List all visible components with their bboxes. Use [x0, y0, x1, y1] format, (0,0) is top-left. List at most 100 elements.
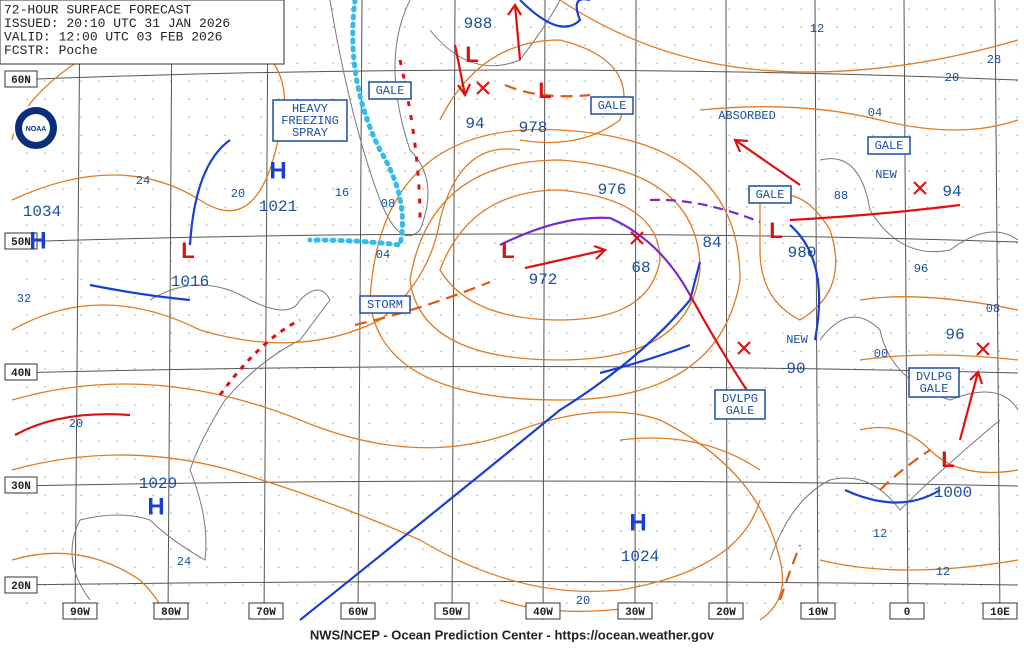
isobar-label: 28 [987, 53, 1001, 67]
annotation: ABSORBED [718, 109, 776, 123]
footer: NWS/NCEP - Ocean Prediction Center - htt… [310, 627, 715, 642]
lon-label: 0 [904, 607, 911, 619]
isobar-label: 20 [231, 187, 245, 201]
warning-text: FREEZING [281, 114, 339, 128]
central-pressure: 1034 [23, 203, 61, 221]
warning-box [359, 295, 411, 314]
lat-label: 40N [11, 368, 31, 380]
high-symbol: H [629, 509, 646, 536]
isobar-label: 04 [868, 106, 882, 120]
warning-box [714, 389, 766, 420]
logo-text: NOAA [26, 126, 47, 133]
central-pressure: 1029 [139, 475, 177, 493]
central-pressure: 988 [464, 15, 493, 33]
central-pressure: 1024 [621, 548, 659, 566]
warning-box [908, 367, 960, 398]
warning-box [590, 96, 634, 115]
isobar-label: 12 [873, 527, 887, 541]
lon-label-box [708, 602, 744, 620]
low-symbol: L [769, 218, 782, 243]
warning-text: DVLPG [916, 370, 952, 384]
high-symbol: H [269, 157, 286, 184]
map-background [12, 0, 1018, 620]
fronts [14, 0, 961, 621]
lon-label-box [982, 602, 1018, 620]
warning-text: GALE [756, 188, 785, 202]
low-symbol: L [538, 78, 551, 103]
isobar-label: 20 [69, 417, 83, 431]
high-symbol: H [147, 493, 164, 520]
lon-label-box [340, 602, 376, 620]
lon-label: 80W [161, 607, 181, 619]
annotation: NEW [786, 333, 808, 347]
lat-label-box [4, 576, 38, 594]
pressure-label: 976 [598, 181, 627, 199]
isobar-label: 24 [177, 555, 191, 569]
lat-label: 50N [11, 237, 31, 249]
pressure-label: 94 [465, 115, 484, 133]
low-symbol: L [501, 238, 514, 263]
isobar-label: 20 [945, 71, 959, 85]
header-line: ISSUED: 20:10 UTC 31 JAN 2026 [4, 16, 230, 31]
warning-text: DVLPG [722, 392, 758, 406]
warning-text: HEAVY [292, 102, 328, 116]
lon-label-box [62, 602, 98, 620]
isobar-label: 12 [810, 22, 824, 36]
lon-label-box [153, 602, 189, 620]
lat-label: 30N [11, 481, 31, 493]
warning-box [272, 99, 348, 142]
lat-label-box [4, 232, 38, 250]
isobar-label: 24 [136, 174, 150, 188]
motion-arrows [453, 2, 990, 441]
pressure-label: 68 [631, 259, 650, 277]
isobar-label: 20 [576, 594, 590, 608]
warning-box [867, 136, 911, 155]
lon-label: 20W [716, 607, 736, 619]
lon-label: 30W [625, 607, 645, 619]
isobar-label: 08 [986, 302, 1000, 316]
central-pressure: 980 [788, 244, 817, 262]
warning-text: SPRAY [292, 126, 328, 140]
isobar-label: 08 [381, 197, 395, 211]
lon-label: 60W [348, 607, 368, 619]
isobar-label: 16 [335, 186, 349, 200]
lat-label: 20N [11, 581, 31, 593]
warning-text: GALE [920, 382, 949, 396]
pressure-label: 90 [786, 360, 805, 378]
warning-text: STORM [367, 298, 403, 312]
isobar-label: 88 [834, 189, 848, 203]
annotation: NEW [875, 168, 897, 182]
central-pressure: 1000 [934, 484, 972, 502]
high-symbol: H [29, 227, 46, 254]
header-line: 72-HOUR SURFACE FORECAST [4, 2, 191, 17]
low-symbol: L [941, 447, 954, 472]
lat-label-box [4, 70, 38, 88]
lat-label-box [4, 476, 38, 494]
graticule [11, 0, 1019, 621]
warning-text: GALE [376, 84, 405, 98]
lon-label-box [525, 602, 561, 620]
lon-label: 10E [990, 607, 1010, 619]
central-pressure: 1016 [171, 273, 209, 291]
isobar-label: 32 [17, 292, 31, 306]
pressure-label: 94 [942, 183, 961, 201]
isobar-label: 00 [874, 347, 888, 361]
lon-label: 90W [70, 607, 90, 619]
lon-label: 50W [442, 607, 462, 619]
header-box [0, 0, 285, 65]
isobar-label: 96 [914, 262, 928, 276]
low-symbol: L [181, 238, 194, 263]
central-pressure: 972 [529, 271, 558, 289]
low-symbol: L [465, 42, 478, 67]
warning-text: GALE [875, 139, 904, 153]
lon-label-box [248, 602, 284, 620]
pressure-label: 84 [702, 234, 721, 252]
lon-label-box [889, 602, 925, 620]
lon-label-box [434, 602, 470, 620]
lon-label: 70W [256, 607, 276, 619]
warning-box [368, 81, 412, 100]
central-pressure: 978 [519, 119, 548, 137]
warning-text: GALE [726, 404, 755, 418]
logo-inner [22, 114, 50, 142]
